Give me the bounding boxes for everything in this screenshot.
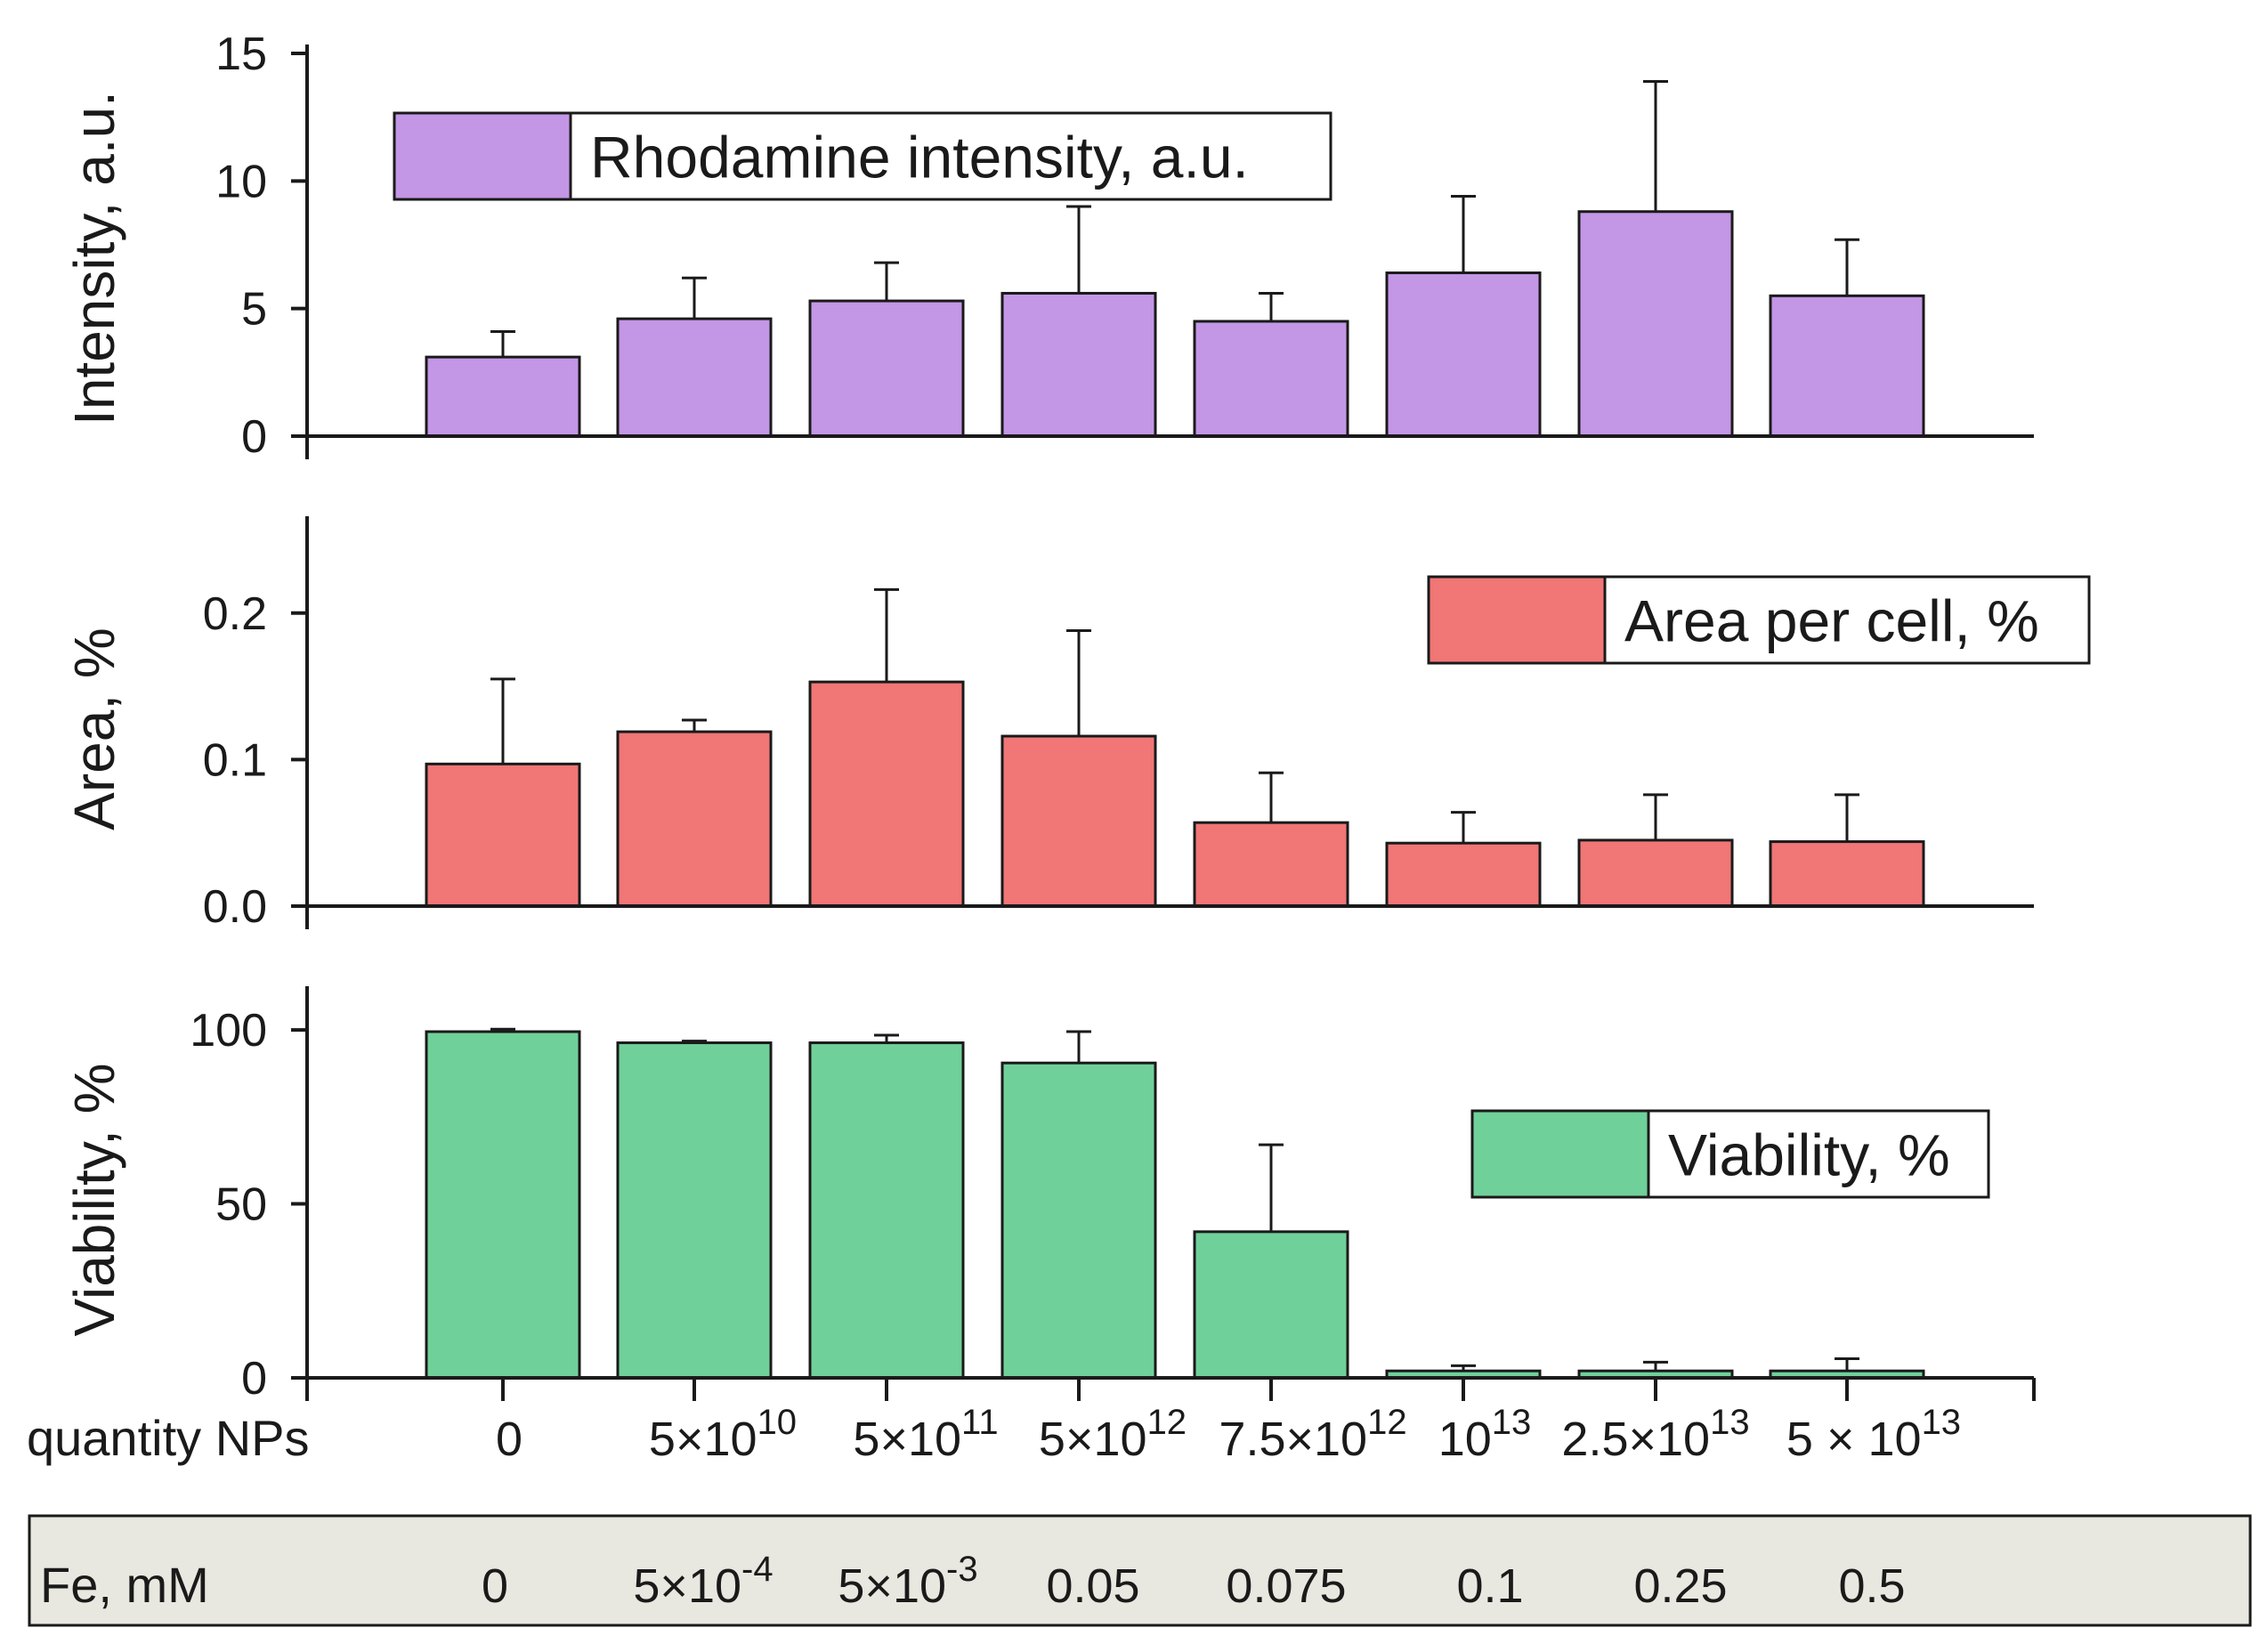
x-category-label-base: 2.5×10: [1561, 1413, 1710, 1466]
y-tick-label: 10: [215, 156, 267, 207]
bar: [1769, 840, 1925, 908]
fe-value: 5×10-3: [838, 1550, 977, 1613]
bar: [1385, 271, 1542, 438]
bar: [1193, 1230, 1349, 1380]
y-tick-label: 100: [190, 1005, 267, 1057]
x-category-label-base: 5×10: [853, 1413, 961, 1466]
bar: [1385, 841, 1542, 908]
fe-value-base: 0.05: [1046, 1559, 1139, 1613]
fe-value: 0.075: [1226, 1559, 1346, 1613]
bar: [616, 1041, 773, 1380]
fe-value-exponent: -3: [946, 1550, 978, 1589]
legend-swatch: [393, 111, 572, 201]
x-category-label-exponent: 13: [1922, 1403, 1962, 1442]
fe-value-base: 0.1: [1456, 1559, 1523, 1613]
legend: Area per cell, %: [1427, 575, 2091, 665]
y-axis-title: Intensity, a.u.: [62, 91, 126, 425]
legend-label: Viability, %: [1668, 1122, 1950, 1188]
x-category-label: 1013: [1438, 1403, 1532, 1466]
x-category-label: 5×1010: [649, 1403, 797, 1466]
fe-value: 0.5: [1838, 1559, 1905, 1613]
bar: [1000, 1061, 1157, 1380]
x-category-label-exponent: 12: [1147, 1403, 1187, 1442]
fe-value: 0.05: [1046, 1559, 1139, 1613]
x-category-label-base: 10: [1438, 1413, 1492, 1466]
fe-value-base: 5×10: [633, 1559, 741, 1613]
x-category-label-exponent: 13: [1492, 1403, 1532, 1442]
fe-value-exponent: -4: [741, 1550, 774, 1589]
y-tick-label: 0: [241, 1353, 267, 1405]
bar: [1769, 294, 1925, 438]
fe-value-base: 5×10: [838, 1559, 946, 1613]
fe-value: 0.1: [1456, 1559, 1523, 1613]
x-category-label-base: 0: [496, 1413, 522, 1466]
x-category-label: 5 × 1013: [1786, 1403, 1961, 1466]
bar: [808, 299, 965, 438]
legend-label: Area per cell, %: [1624, 588, 2039, 654]
x-category-label-exponent: 12: [1367, 1403, 1407, 1442]
bar: [1000, 291, 1157, 438]
legend-swatch: [1427, 575, 1607, 665]
x-category-label: 5×1011: [853, 1403, 998, 1466]
bar: [425, 355, 581, 438]
x-category-label-base: 5 × 10: [1786, 1413, 1922, 1466]
x-category-label: 0: [496, 1413, 522, 1466]
y-tick-label: 5: [241, 284, 267, 336]
fe-value-base: 0.5: [1838, 1559, 1905, 1613]
x-category-label: 5×1012: [1039, 1403, 1187, 1466]
panel-2: 0.0 0.1 0.2 Area, % Area per cell, %: [62, 516, 2091, 933]
fe-row-box: [28, 1514, 2252, 1627]
bar: [1577, 838, 1734, 908]
fe-value: 0: [482, 1559, 508, 1613]
bar: [425, 1030, 581, 1380]
y-tick-label: 50: [215, 1179, 267, 1231]
panel-3: 0 50 100 Viability, % Viability, %: [62, 986, 2034, 1405]
bar: [808, 1041, 965, 1380]
x-category-label-base: 5×10: [649, 1413, 757, 1466]
fe-row: [28, 1514, 2252, 1627]
x-category-label-exponent: 13: [1710, 1403, 1750, 1442]
y-axis-title: Viability, %: [62, 1063, 126, 1336]
panel-1: 0 5 10 15 Intensity, a.u. Rhodamine intensity…: [62, 28, 2034, 463]
fe-value: 0.25: [1633, 1559, 1727, 1613]
bar: [1193, 320, 1349, 438]
legend: Rhodamine intensity, a.u.: [393, 111, 1332, 201]
legend-label: Rhodamine intensity, a.u.: [590, 125, 1249, 190]
fe-value-base: 0.075: [1226, 1559, 1346, 1613]
x-category-label-exponent: 10: [757, 1403, 798, 1442]
x-category-label-base: 5×10: [1039, 1413, 1147, 1466]
y-tick-label: 15: [215, 28, 267, 80]
x-category-label: 2.5×1013: [1561, 1403, 1749, 1466]
bar: [1193, 821, 1349, 908]
x-axis-title: quantity NPs: [27, 1410, 310, 1466]
fe-value-base: 0.25: [1633, 1559, 1727, 1613]
x-category-label-exponent: 11: [961, 1403, 999, 1442]
bar: [808, 680, 965, 908]
bar: [1577, 210, 1734, 438]
x-category-label-base: 7.5×10: [1219, 1413, 1367, 1466]
y-tick-label: 0.2: [203, 588, 267, 640]
bar: [1000, 734, 1157, 908]
x-category-label: 7.5×1012: [1219, 1403, 1406, 1466]
bar: [616, 317, 773, 438]
fe-row-label: Fe, mM: [40, 1557, 209, 1613]
fe-value: 5×10-4: [633, 1550, 773, 1613]
fe-value-base: 0: [482, 1559, 508, 1613]
y-axis-title: Area, %: [62, 628, 126, 830]
legend-swatch: [1470, 1109, 1650, 1199]
y-tick-label: 0.0: [203, 881, 267, 933]
bar: [425, 762, 581, 908]
y-tick-label: 0.1: [203, 734, 267, 786]
y-tick-label: 0: [241, 411, 267, 463]
legend: Viability, %: [1470, 1109, 1990, 1199]
bar: [616, 730, 773, 908]
